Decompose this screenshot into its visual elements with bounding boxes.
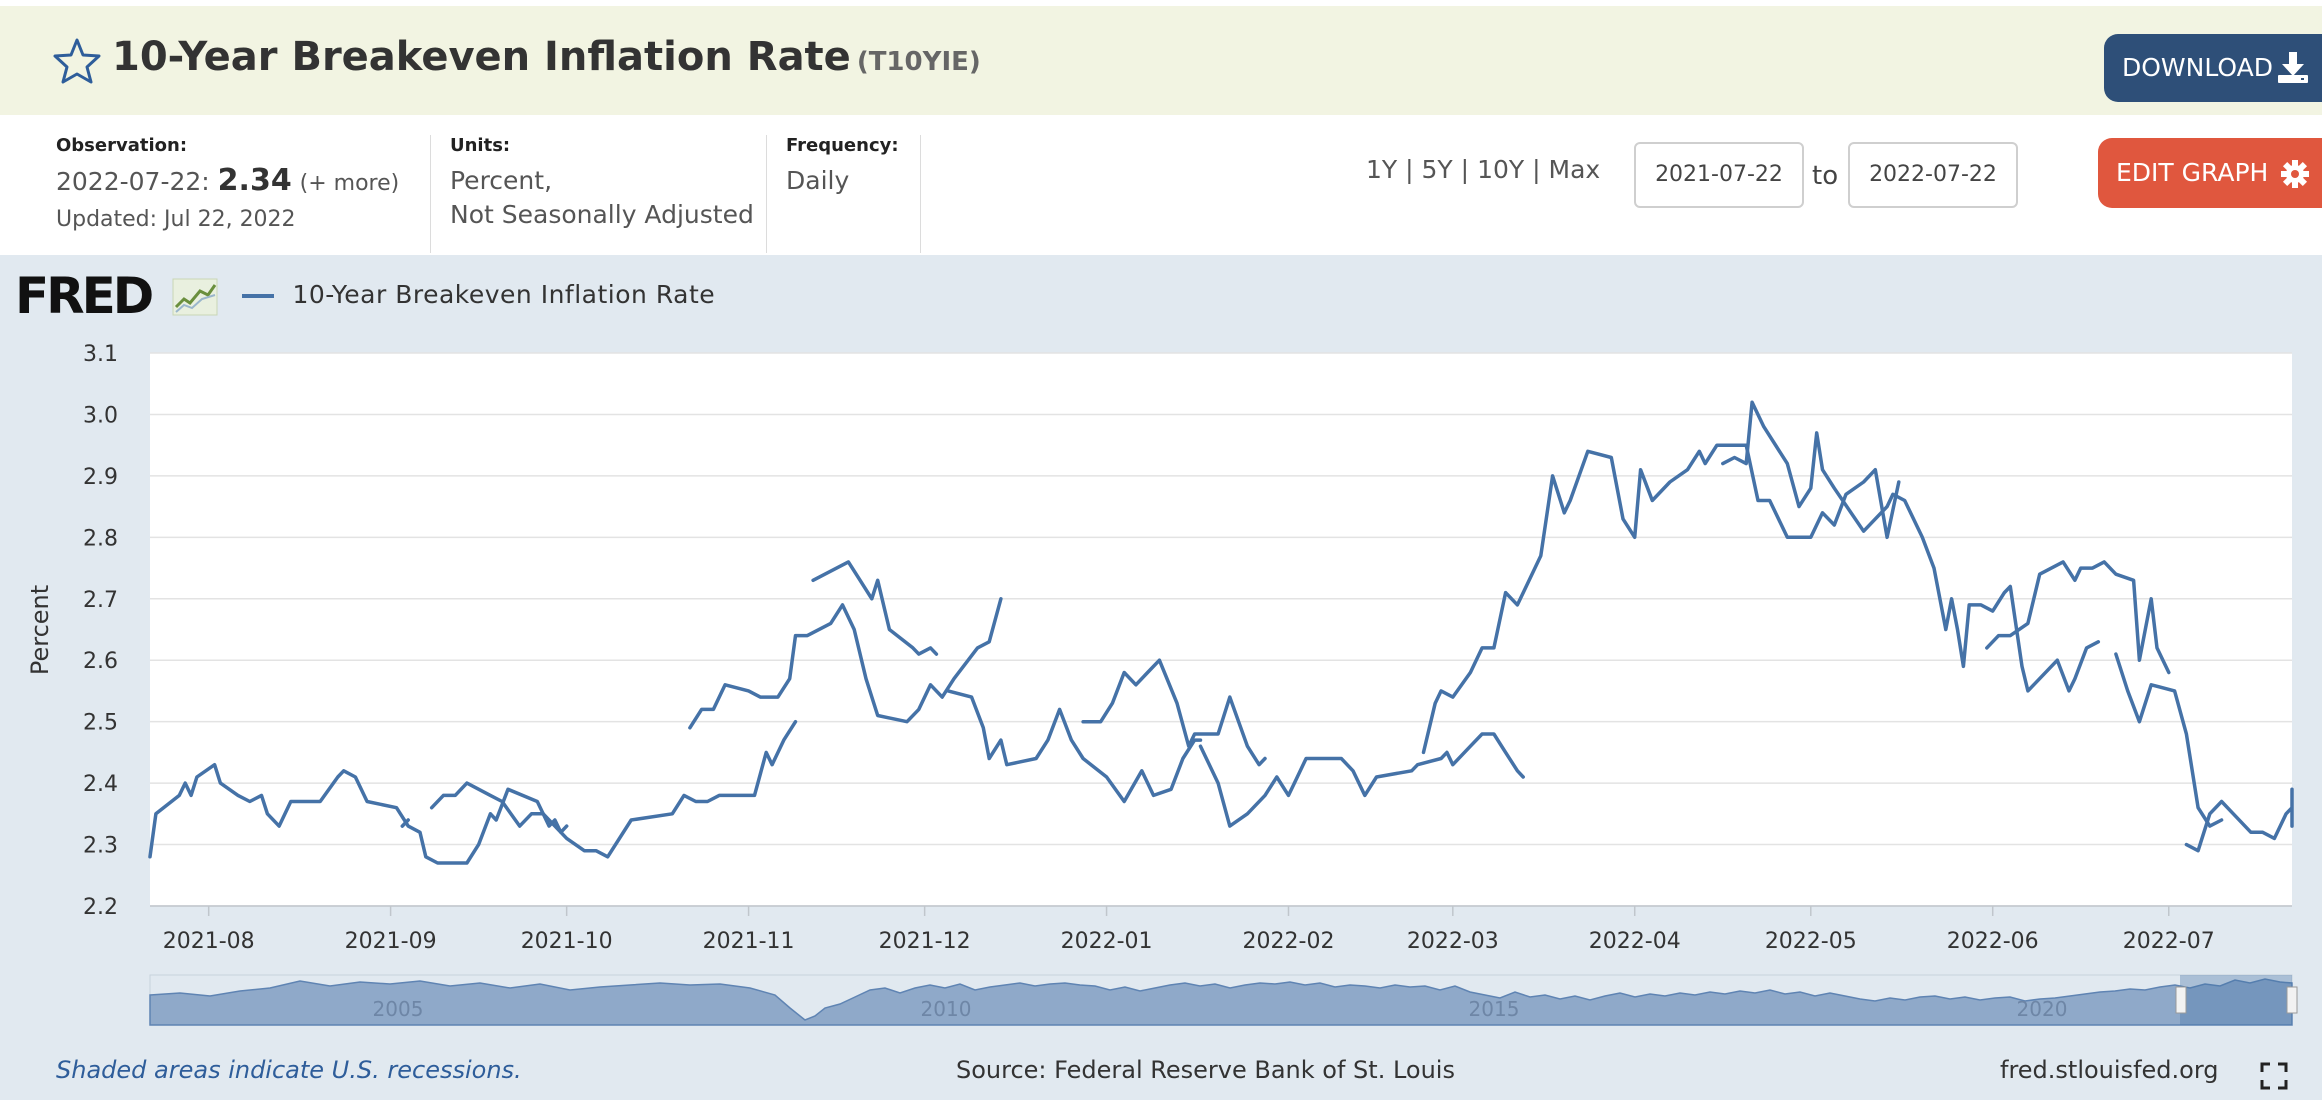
observation-value-line: 2022-07-22: 2.34 (+ more) — [56, 164, 399, 201]
observation-more-link[interactable]: (+ more) — [299, 171, 400, 196]
download-button[interactable]: DOWNLOAD — [2104, 34, 2322, 102]
star-icon[interactable] — [52, 36, 102, 86]
download-icon — [2278, 52, 2308, 83]
range-separator: | — [1532, 155, 1541, 184]
divider — [920, 135, 921, 253]
range-10y-link[interactable]: 10Y — [1477, 155, 1525, 184]
page-title-text: 10-Year Breakeven Inflation Rate — [112, 34, 851, 80]
legend-swatch — [242, 294, 274, 298]
observation-label: Observation: — [56, 135, 188, 156]
frequency-label: Frequency: — [786, 135, 899, 156]
download-label: DOWNLOAD — [2122, 53, 2273, 82]
range-links: 1Y | 5Y | 10Y | Max — [1366, 155, 1600, 184]
start-date-input[interactable]: 2021-07-22 — [1634, 142, 1804, 208]
fred-logo: FRED — [15, 267, 218, 325]
recession-note: Shaded areas indicate U.S. recessions. — [56, 1056, 522, 1084]
info-bar: Observation: 2022-07-22: 2.34 (+ more) U… — [0, 115, 2322, 255]
chart-area — [0, 255, 2322, 1100]
fullscreen-icon[interactable] — [2260, 1062, 2288, 1090]
range-1y-link[interactable]: 1Y — [1366, 155, 1398, 184]
updated-date: Updated: Jul 22, 2022 — [56, 207, 296, 232]
end-date-input[interactable]: 2022-07-22 — [1848, 142, 2018, 208]
edit-graph-label: EDIT GRAPH — [2116, 158, 2269, 187]
page-title: 10-Year Breakeven Inflation Rate (T10YIE) — [112, 34, 981, 80]
edit-graph-button[interactable]: EDIT GRAPH — [2098, 138, 2322, 208]
range-separator: | — [1460, 155, 1470, 184]
frequency-value: Daily — [786, 166, 850, 195]
range-separator: | — [1405, 155, 1414, 184]
observation-block: Observation: 2022-07-22: 2.34 (+ more) U… — [56, 135, 399, 232]
legend: 10-Year Breakeven Inflation Rate — [242, 280, 715, 309]
title-bar: 10-Year Breakeven Inflation Rate (T10YIE)… — [0, 0, 2322, 115]
source-note: Source: Federal Reserve Bank of St. Loui… — [956, 1056, 1455, 1084]
divider — [766, 135, 767, 253]
gear-icon — [2281, 160, 2309, 188]
fred-logo-graph-icon — [172, 278, 218, 316]
frequency-block: Frequency: Daily — [786, 135, 899, 198]
site-link[interactable]: fred.stlouisfed.org — [2000, 1056, 2219, 1084]
divider — [430, 135, 431, 253]
fred-logo-text: FRED — [15, 267, 154, 325]
observation-date: 2022-07-22: — [56, 167, 210, 196]
legend-label: 10-Year Breakeven Inflation Rate — [292, 280, 716, 309]
units-line1: Percent, — [450, 166, 553, 195]
observation-value: 2.34 — [217, 163, 292, 198]
units-label: Units: — [450, 135, 511, 156]
to-label: to — [1812, 161, 1839, 191]
series-id: (T10YIE) — [856, 47, 981, 77]
units-block: Units: Percent, Not Seasonally Adjusted — [450, 135, 754, 232]
range-max-link[interactable]: Max — [1548, 155, 1601, 184]
range-5y-link[interactable]: 5Y — [1421, 155, 1453, 184]
units-line2: Not Seasonally Adjusted — [450, 200, 754, 229]
